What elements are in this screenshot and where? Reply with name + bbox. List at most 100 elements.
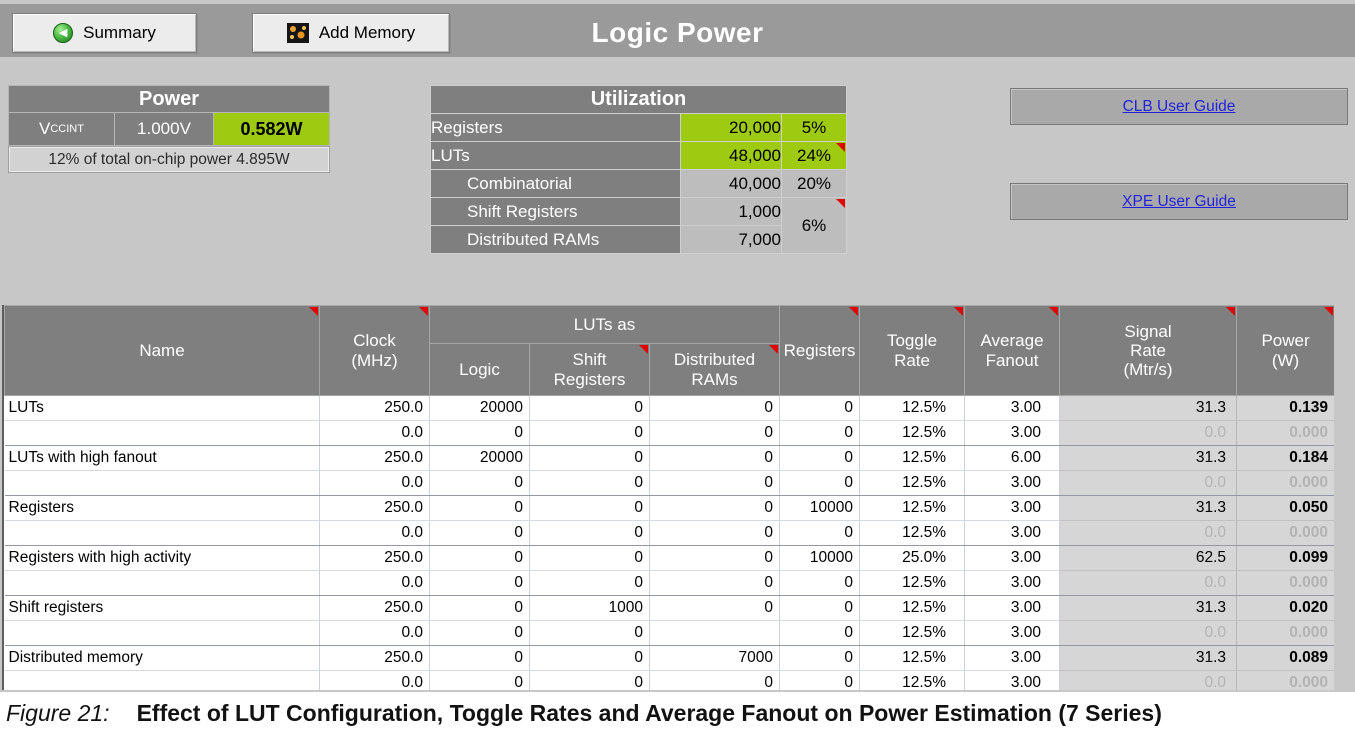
cell-toggle[interactable]: 12.5% [859, 445, 966, 471]
cell-regs[interactable]: 0 [779, 420, 861, 446]
cell-toggle[interactable]: 12.5% [859, 395, 966, 421]
cell-shift[interactable]: 0 [529, 520, 650, 546]
cell-shift[interactable]: 0 [529, 420, 650, 446]
cell-shift[interactable]: 0 [529, 495, 650, 521]
cell-logic[interactable]: 0 [429, 670, 530, 690]
cell-regs[interactable]: 10000 [779, 545, 861, 571]
cell-name[interactable]: Registers [4, 495, 320, 521]
cell-logic[interactable]: 0 [429, 520, 530, 546]
cell-regs[interactable]: 0 [779, 395, 861, 421]
cell-fanout[interactable]: 3.00 [964, 420, 1061, 446]
cell-shift[interactable]: 0 [529, 620, 650, 646]
cell-logic[interactable]: 20000 [429, 395, 530, 421]
cell-logic[interactable]: 0 [429, 595, 530, 621]
xpe-user-guide-link[interactable]: XPE User Guide [1122, 192, 1236, 210]
cell-name[interactable]: LUTs with high fanout [4, 445, 320, 471]
cell-name[interactable]: Shift registers [4, 595, 320, 621]
cell-shift[interactable]: 0 [529, 670, 650, 690]
cell-fanout[interactable]: 6.00 [964, 445, 1061, 471]
cell-regs[interactable]: 0 [779, 445, 861, 471]
cell-toggle[interactable]: 12.5% [859, 470, 966, 496]
cell-logic[interactable]: 0 [429, 570, 530, 596]
cell-toggle[interactable]: 12.5% [859, 645, 966, 671]
cell-regs[interactable]: 0 [779, 620, 861, 646]
cell-logic[interactable]: 0 [429, 420, 530, 446]
cell-toggle[interactable]: 12.5% [859, 670, 966, 690]
cell-fanout[interactable]: 3.00 [964, 670, 1061, 690]
cell-fanout[interactable]: 3.00 [964, 520, 1061, 546]
cell-clock[interactable]: 250.0 [319, 395, 430, 421]
cell-logic[interactable]: 0 [429, 495, 530, 521]
cell-logic[interactable]: 0 [429, 645, 530, 671]
cell-shift[interactable]: 0 [529, 445, 650, 471]
cell-fanout[interactable]: 3.00 [964, 595, 1061, 621]
clb-user-guide-link[interactable]: CLB User Guide [1122, 97, 1236, 115]
cell-clock[interactable]: 0.0 [319, 670, 430, 690]
cell-name[interactable] [4, 670, 320, 690]
cell-clock[interactable]: 0.0 [319, 420, 430, 446]
cell-name[interactable] [4, 620, 320, 646]
cell-name[interactable]: LUTs [4, 395, 320, 421]
cell-clock[interactable]: 250.0 [319, 595, 430, 621]
cell-clock[interactable]: 250.0 [319, 445, 430, 471]
add-memory-button[interactable]: Add Memory [252, 13, 450, 53]
cell-name[interactable]: Distributed memory [4, 645, 320, 671]
cell-name[interactable] [4, 570, 320, 596]
cell-logic[interactable]: 20000 [429, 445, 530, 471]
cell-logic[interactable]: 0 [429, 470, 530, 496]
cell-logic[interactable]: 0 [429, 545, 530, 571]
cell-clock[interactable]: 250.0 [319, 645, 430, 671]
cell-fanout[interactable]: 3.00 [964, 645, 1061, 671]
cell-regs[interactable]: 0 [779, 570, 861, 596]
cell-name[interactable] [4, 520, 320, 546]
cell-clock[interactable]: 250.0 [319, 495, 430, 521]
cell-dist[interactable]: 0 [649, 595, 781, 621]
cell-fanout[interactable]: 3.00 [964, 545, 1061, 571]
cell-shift[interactable]: 0 [529, 645, 650, 671]
cell-dist[interactable]: 0 [649, 520, 781, 546]
cell-toggle[interactable]: 12.5% [859, 420, 966, 446]
cell-clock[interactable]: 0.0 [319, 620, 430, 646]
cell-clock[interactable]: 0.0 [319, 570, 430, 596]
cell-fanout[interactable]: 3.00 [964, 470, 1061, 496]
cell-clock[interactable]: 0.0 [319, 520, 430, 546]
cell-toggle[interactable]: 12.5% [859, 595, 966, 621]
cell-clock[interactable]: 250.0 [319, 545, 430, 571]
cell-regs[interactable]: 0 [779, 520, 861, 546]
cell-fanout[interactable]: 3.00 [964, 570, 1061, 596]
cell-toggle[interactable]: 12.5% [859, 520, 966, 546]
cell-toggle[interactable]: 12.5% [859, 620, 966, 646]
cell-dist[interactable]: 0 [649, 395, 781, 421]
cell-name[interactable]: Registers with high activity [4, 545, 320, 571]
cell-fanout[interactable]: 3.00 [964, 620, 1061, 646]
cell-fanout[interactable]: 3.00 [964, 395, 1061, 421]
cell-regs[interactable]: 0 [779, 470, 861, 496]
cell-toggle[interactable]: 25.0% [859, 545, 966, 571]
cell-clock[interactable]: 0.0 [319, 470, 430, 496]
cell-dist[interactable] [649, 620, 781, 646]
summary-button[interactable]: ◀ Summary [12, 13, 197, 53]
cell-toggle[interactable]: 12.5% [859, 570, 966, 596]
cell-shift[interactable]: 1000 [529, 595, 650, 621]
cell-dist[interactable]: 0 [649, 445, 781, 471]
cell-regs[interactable]: 0 [779, 645, 861, 671]
cell-dist[interactable]: 0 [649, 470, 781, 496]
cell-dist[interactable]: 0 [649, 545, 781, 571]
cell-shift[interactable]: 0 [529, 470, 650, 496]
cell-shift[interactable]: 0 [529, 545, 650, 571]
cell-shift[interactable]: 0 [529, 395, 650, 421]
cell-toggle[interactable]: 12.5% [859, 495, 966, 521]
cell-shift[interactable]: 0 [529, 570, 650, 596]
cell-fanout[interactable]: 3.00 [964, 495, 1061, 521]
cell-regs[interactable]: 10000 [779, 495, 861, 521]
cell-dist[interactable]: 7000 [649, 645, 781, 671]
cell-dist[interactable]: 0 [649, 570, 781, 596]
cell-dist[interactable]: 0 [649, 420, 781, 446]
cell-name[interactable] [4, 420, 320, 446]
cell-dist[interactable]: 0 [649, 495, 781, 521]
cell-name[interactable] [4, 470, 320, 496]
cell-logic[interactable]: 0 [429, 620, 530, 646]
cell-regs[interactable]: 0 [779, 670, 861, 690]
cell-dist[interactable]: 0 [649, 670, 781, 690]
cell-regs[interactable]: 0 [779, 595, 861, 621]
